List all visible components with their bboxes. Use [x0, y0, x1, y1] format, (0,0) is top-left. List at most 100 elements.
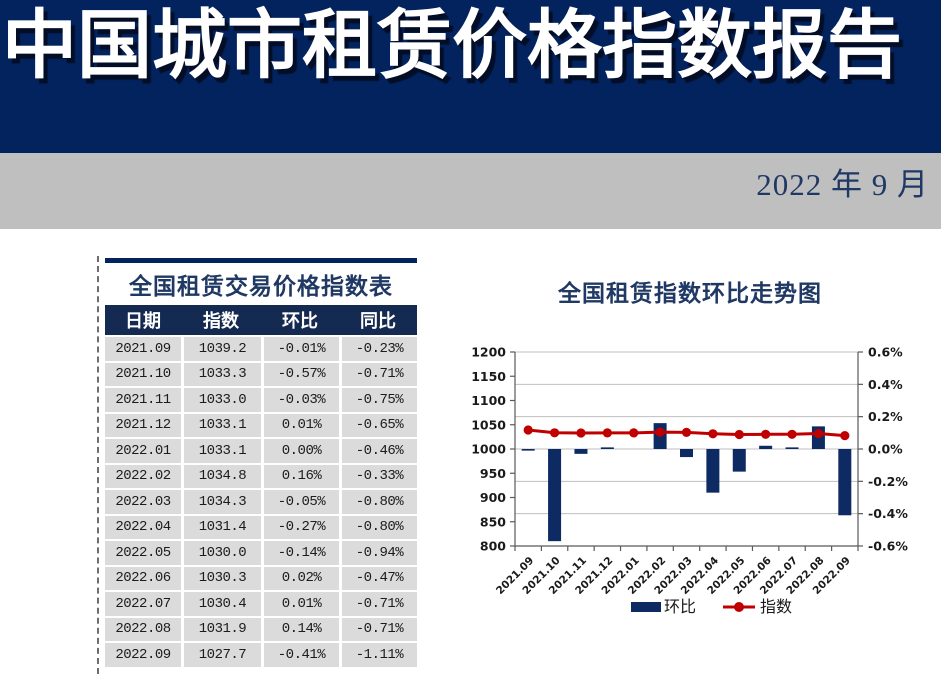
table-cell: 2022.06: [105, 566, 181, 590]
table-cell: 2022.02: [105, 464, 181, 488]
mom-bar: [548, 449, 562, 542]
table-cell: 2022.07: [105, 592, 181, 616]
left-axis-label: 950: [480, 466, 506, 481]
table-cell: 0.01%: [264, 413, 339, 437]
table-cell: -0.75%: [342, 388, 417, 412]
table-cell: 1033.0: [184, 388, 261, 412]
table-cell: 2021.09: [105, 337, 181, 361]
table-cell: 1030.4: [184, 592, 261, 616]
right-axis-label: 0.2%: [868, 409, 903, 424]
table-cell: -0.41%: [264, 643, 339, 667]
table-cell: 1030.3: [184, 566, 261, 590]
table-cell: 2021.12: [105, 413, 181, 437]
table-cell: -0.71%: [342, 362, 417, 386]
report-date: 2022 年 9 月: [756, 167, 929, 202]
right-axis-label: -0.4%: [868, 506, 908, 521]
table-cell: 1033.3: [184, 362, 261, 386]
mom-bar: [759, 445, 773, 449]
table-cell: -0.94%: [342, 541, 417, 565]
table-cell: 2021.11: [105, 388, 181, 412]
index-marker: [708, 429, 718, 439]
column-header-0: 日期: [125, 311, 161, 331]
legend-bar-swatch: [631, 602, 661, 612]
left-axis-label: 900: [480, 490, 506, 505]
table-cell: 1031.9: [184, 617, 261, 641]
index-marker: [761, 429, 771, 439]
chart-title: 全国租赁指数环比走势图: [558, 281, 822, 306]
column-header-1: 指数: [203, 311, 239, 331]
table-cell: -0.27%: [264, 515, 339, 539]
mom-trend-chart: 1200 1150 1100 1050 1000 950 900 850 800 0.6% 0.4%…: [471, 345, 908, 617]
legend-label-mom: 环比: [664, 598, 696, 616]
table-cell: -0.23%: [342, 337, 417, 361]
table-cell: 2022.08: [105, 617, 181, 641]
left-axis-label: 1000: [471, 442, 506, 457]
table-cell: 2022.03: [105, 490, 181, 514]
index-marker: [813, 428, 824, 439]
index-marker: [787, 429, 797, 439]
left-axis-label: 1100: [471, 393, 506, 408]
index-table-panel: 全国租赁交易价格指数表 日期 指数 环比 同比 2021.09 1039.2 -0.01%…: [105, 258, 417, 667]
table-cell: -0.80%: [342, 515, 417, 539]
table-title: 全国租赁交易价格指数表: [129, 274, 393, 299]
left-axis-label: 850: [480, 514, 506, 529]
index-marker: [655, 427, 665, 437]
column-header-3: 同比: [360, 311, 396, 331]
table-cell: 1031.4: [184, 515, 261, 539]
table-cell: 0.01%: [264, 592, 339, 616]
table-cell: 2022.05: [105, 541, 181, 565]
mom-bar: [706, 449, 720, 493]
index-marker: [734, 429, 744, 440]
right-axis-label: -0.2%: [868, 474, 908, 489]
index-marker: [523, 425, 533, 435]
mom-bar: [732, 449, 746, 472]
left-axis-label: 1150: [471, 369, 506, 384]
right-axis-label: 0.6%: [868, 345, 903, 360]
table-cell: -0.14%: [264, 541, 339, 565]
left-axis-label: 1050: [471, 417, 506, 432]
header-banner: 中国城市租赁价格指数报告: [0, 0, 941, 153]
table-cell: 2022.09: [105, 643, 181, 667]
left-axis-label: 1200: [471, 345, 506, 360]
table-cell: 1033.1: [184, 439, 261, 463]
table-cell: -0.01%: [264, 337, 339, 361]
table-body: 2021.09 1039.2 -0.01% -0.23% 2021.10 1033.3 -0…: [105, 337, 417, 667]
table-cell: -0.03%: [264, 388, 339, 412]
table-cell: 2022.04: [105, 515, 181, 539]
index-marker: [576, 428, 586, 438]
table-cell: -1.11%: [342, 643, 417, 667]
table-cell: 0.02%: [264, 566, 339, 590]
column-header-2: 环比: [282, 311, 318, 331]
table-cell: 2022.01: [105, 439, 181, 463]
table-top-border: [105, 258, 417, 263]
mom-bar: [600, 447, 614, 449]
index-marker: [681, 427, 692, 437]
table-cell: -0.71%: [342, 592, 417, 616]
table-cell: 0.14%: [264, 617, 339, 641]
table-cell: 0.00%: [264, 439, 339, 463]
table-cell: 1034.8: [184, 464, 261, 488]
right-axis-label: 0.0%: [868, 442, 903, 457]
table-cell: 1033.1: [184, 413, 261, 437]
table-header-row: 日期 指数 环比 同比: [105, 305, 417, 335]
mom-bar: [785, 447, 799, 449]
table-cell: -0.47%: [342, 566, 417, 590]
table-cell: -0.33%: [342, 464, 417, 488]
index-marker: [840, 431, 850, 441]
mom-bar: [574, 449, 588, 454]
table-cell: -0.80%: [342, 490, 417, 514]
table-cell: -0.57%: [264, 362, 339, 386]
table-cell: -0.65%: [342, 413, 417, 437]
mom-bar: [838, 449, 852, 516]
right-axis-label: -0.6%: [868, 539, 908, 554]
index-marker: [629, 428, 639, 438]
mom-bar: [521, 449, 535, 451]
right-axis-label: 0.4%: [868, 377, 903, 392]
table-cell: 1030.0: [184, 541, 261, 565]
table-cell: -0.71%: [342, 617, 417, 641]
index-marker: [549, 428, 560, 438]
legend-marker-swatch: [734, 602, 744, 612]
table-cell: 2021.10: [105, 362, 181, 386]
table-cell: 1039.2: [184, 337, 261, 361]
